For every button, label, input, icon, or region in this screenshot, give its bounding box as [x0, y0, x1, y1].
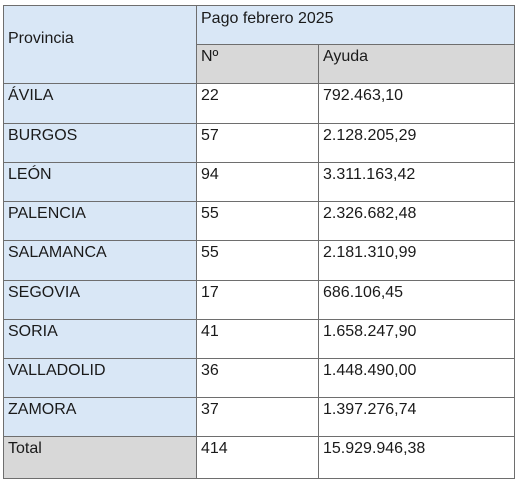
- table-row: SEGOVIA 17 686.106,45: [4, 281, 514, 320]
- count-cell: 55: [196, 202, 318, 240]
- table-row: SALAMANCA 55 2.181.310,99: [4, 241, 514, 281]
- province-cell: ÁVILA: [4, 84, 196, 123]
- total-label: Total: [4, 437, 196, 478]
- province-cell: SALAMANCA: [4, 241, 196, 280]
- count-cell: 37: [196, 398, 318, 436]
- payments-table: Provincia Pago febrero 2025 Nº Ayuda ÁVI…: [3, 5, 515, 479]
- table-row: VALLADOLID 36 1.448.490,00: [4, 359, 514, 398]
- table-row: LEÓN 94 3.311.163,42: [4, 163, 514, 202]
- header-province: Provincia: [4, 6, 196, 84]
- amount-cell: 2.128.205,29: [318, 124, 514, 162]
- amount-cell: 3.311.163,42: [318, 163, 514, 201]
- province-cell: SEGOVIA: [4, 281, 196, 319]
- count-cell: 55: [196, 241, 318, 280]
- header-amount: Ayuda: [318, 45, 514, 84]
- amount-cell: 1.397.276,74: [318, 398, 514, 436]
- province-cell: BURGOS: [4, 124, 196, 162]
- table-row: ZAMORA 37 1.397.276,74: [4, 398, 514, 437]
- amount-cell: 2.326.682,48: [318, 202, 514, 240]
- amount-cell: 686.106,45: [318, 281, 514, 319]
- table-row: ÁVILA 22 792.463,10: [4, 84, 514, 124]
- count-cell: 36: [196, 359, 318, 397]
- header-period: Pago febrero 2025: [196, 6, 514, 45]
- total-amount: 15.929.946,38: [318, 437, 514, 478]
- province-cell: LEÓN: [4, 163, 196, 201]
- province-cell: PALENCIA: [4, 202, 196, 240]
- table-row: PALENCIA 55 2.326.682,48: [4, 202, 514, 241]
- table-row: SORIA 41 1.658.247,90: [4, 320, 514, 359]
- total-row: Total 414 15.929.946,38: [4, 437, 514, 478]
- amount-cell: 792.463,10: [318, 84, 514, 123]
- header-count: Nº: [196, 45, 318, 84]
- amount-cell: 1.658.247,90: [318, 320, 514, 358]
- count-cell: 57: [196, 124, 318, 162]
- total-count: 414: [196, 437, 318, 478]
- province-cell: ZAMORA: [4, 398, 196, 436]
- province-cell: VALLADOLID: [4, 359, 196, 397]
- count-cell: 41: [196, 320, 318, 358]
- amount-cell: 2.181.310,99: [318, 241, 514, 280]
- count-cell: 94: [196, 163, 318, 201]
- amount-cell: 1.448.490,00: [318, 359, 514, 397]
- province-cell: SORIA: [4, 320, 196, 358]
- count-cell: 17: [196, 281, 318, 319]
- count-cell: 22: [196, 84, 318, 123]
- table-row: BURGOS 57 2.128.205,29: [4, 124, 514, 163]
